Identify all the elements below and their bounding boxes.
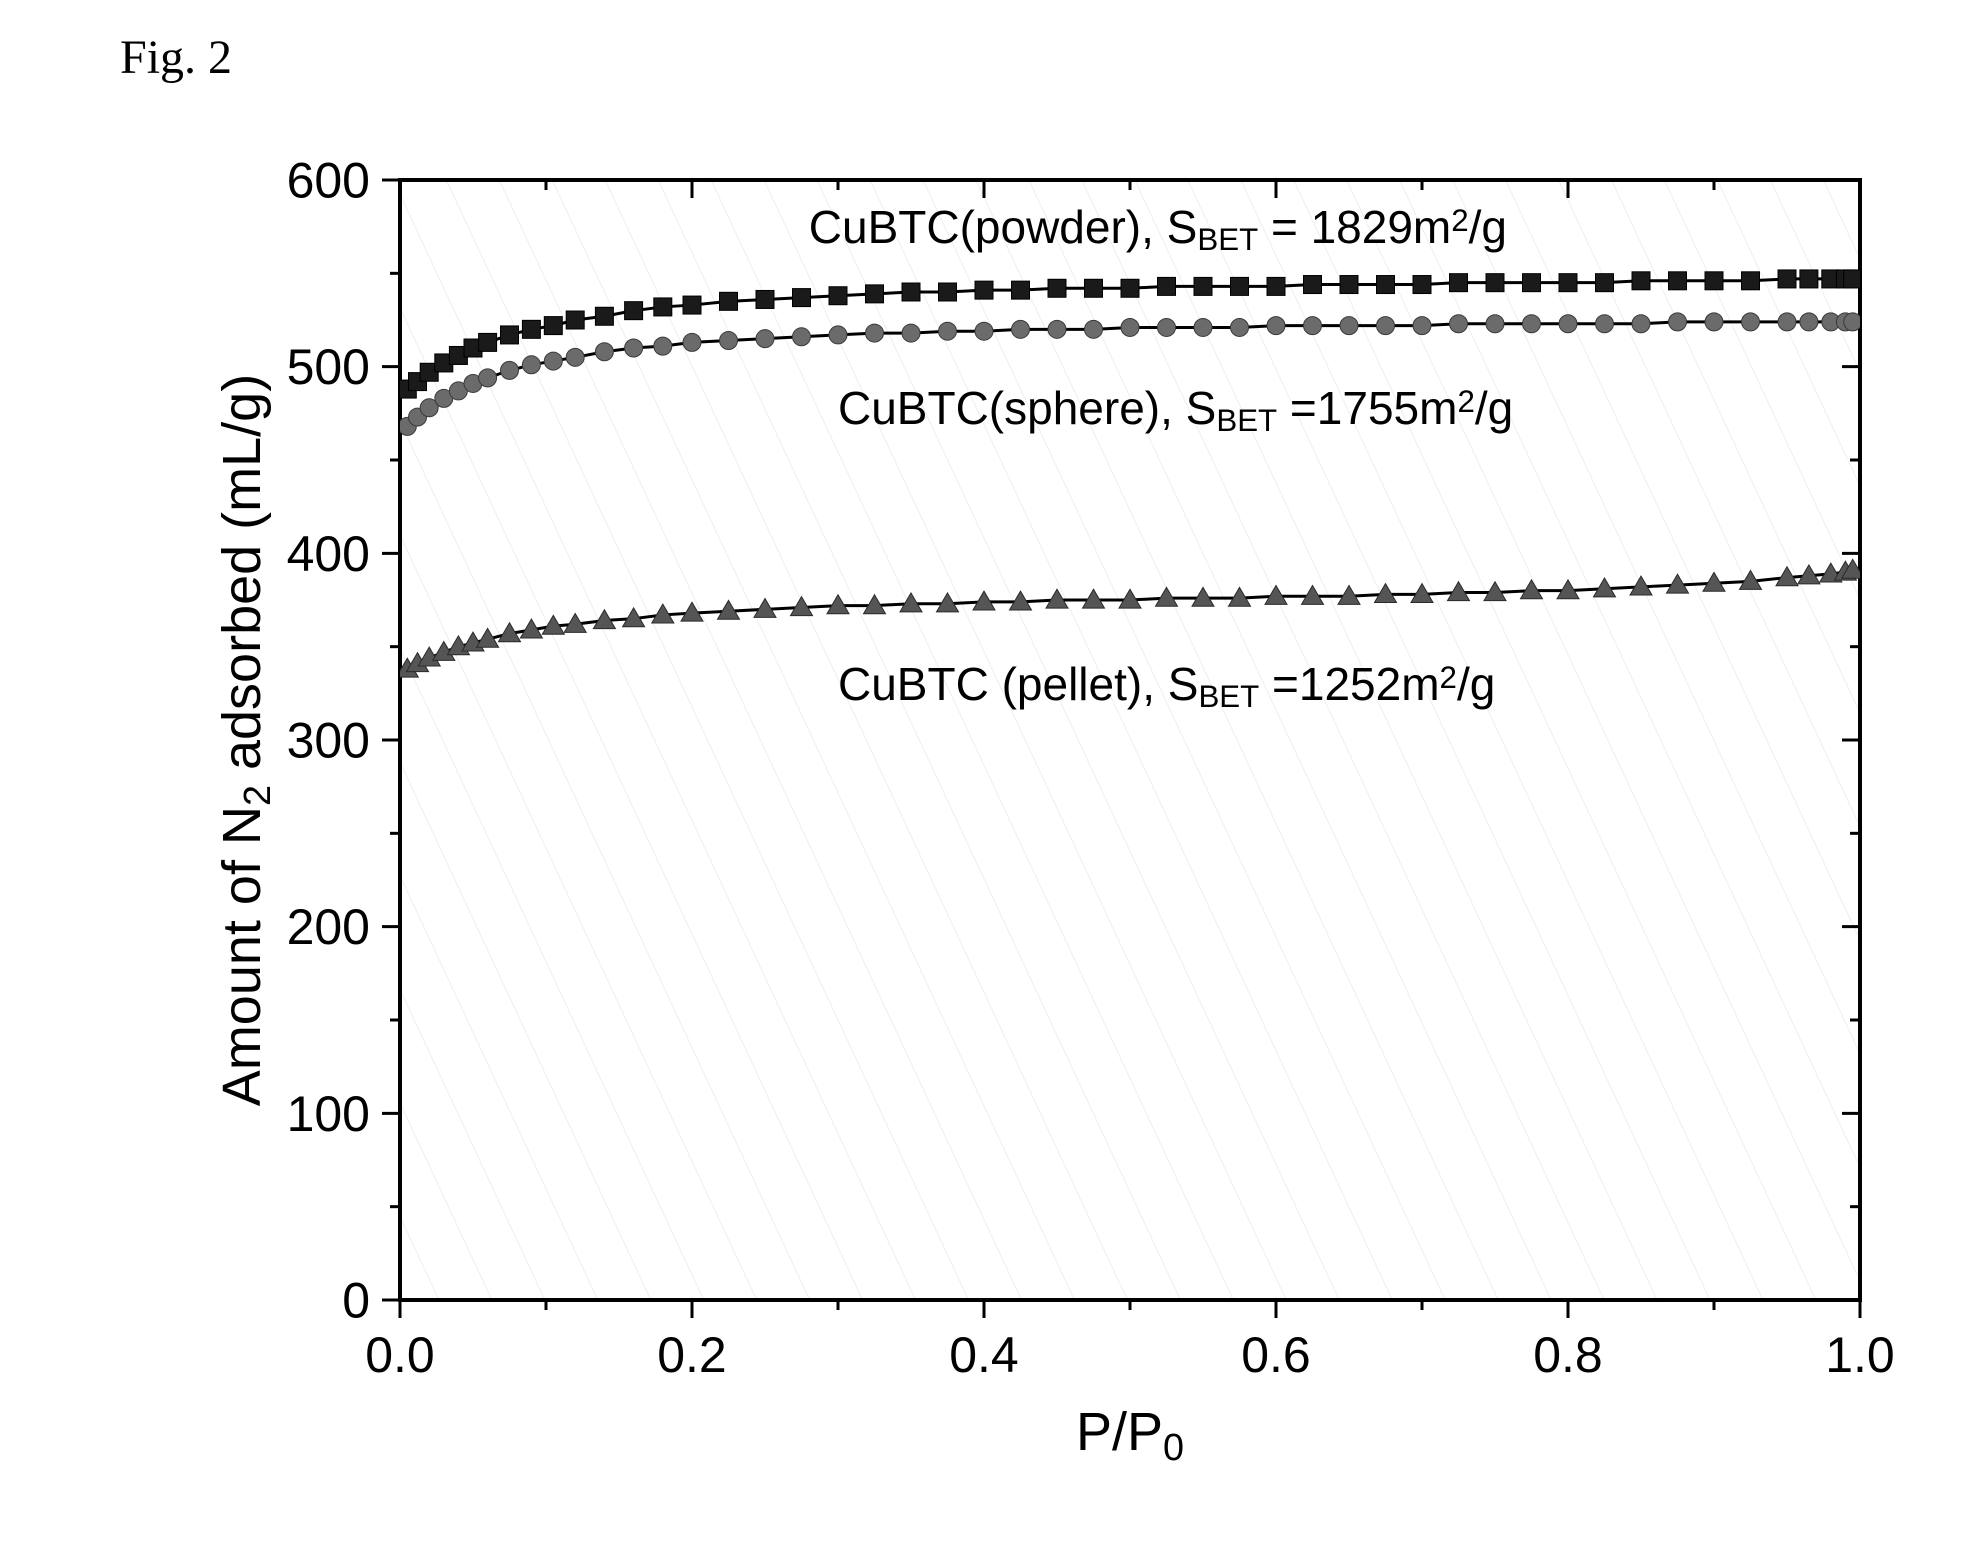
x-tick-label: 0.2 — [657, 1327, 727, 1383]
y-tick-label: 200 — [287, 899, 370, 955]
x-tick-label: 1.0 — [1825, 1327, 1895, 1383]
x-tick-label: 0.0 — [365, 1327, 435, 1383]
y-tick-label: 100 — [287, 1086, 370, 1142]
figure-label: Fig. 2 — [120, 30, 232, 85]
x-tick-label: 0.8 — [1533, 1327, 1603, 1383]
adsorption-isotherm-chart: 0.0 0.2 0.4 0.6 0.8 1.0 0 100 200 300 400 500 600 P/P… — [100, 120, 1900, 1505]
y-tick-label: 400 — [287, 526, 370, 582]
series-annotation-powder: CuBTC(powder), SBET = 1829m2/g — [809, 201, 1507, 257]
x-tick-label: 0.6 — [1241, 1327, 1311, 1383]
series-annotation-sphere: CuBTC(sphere), SBET =1755m2/g — [838, 382, 1513, 438]
y-tick-label: 600 — [287, 153, 370, 209]
series-annotation-pellet: CuBTC (pellet), SBET =1252m2/g — [838, 658, 1495, 714]
x-axis-label: P/P0 — [1076, 1402, 1184, 1469]
y-tick-label: 0 — [342, 1273, 370, 1329]
y-axis-label: Amount of N2 adsorbed (mL/g) — [212, 374, 279, 1106]
x-tick-label: 0.4 — [949, 1327, 1019, 1383]
y-tick-label: 300 — [287, 713, 370, 769]
chart-svg: 0.0 0.2 0.4 0.6 0.8 1.0 0 100 200 300 400 500 600 P/P… — [100, 120, 1900, 1500]
y-tick-label: 500 — [287, 339, 370, 395]
